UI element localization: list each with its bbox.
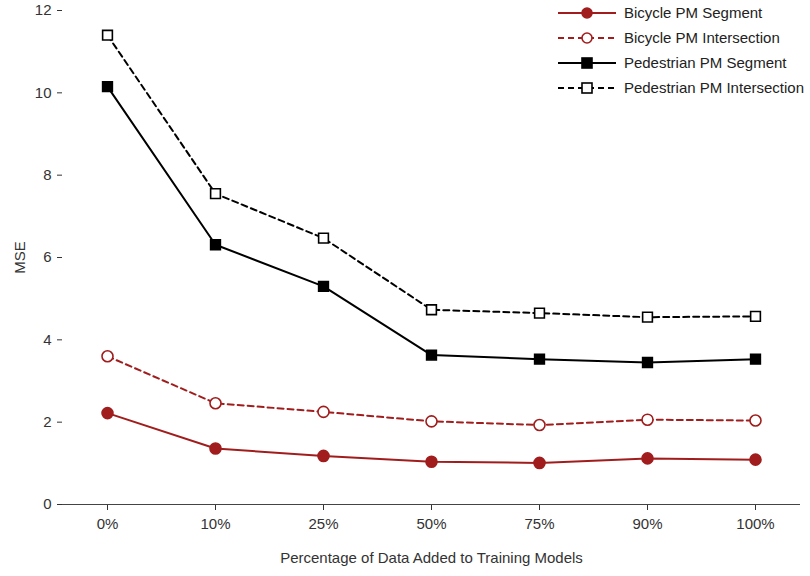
svg-text:MSE: MSE <box>11 241 28 274</box>
svg-text:4: 4 <box>43 331 51 348</box>
html-text:Pedestrian PM Intersection: Pedestrian PM Intersection <box>623 79 804 96</box>
svg-text:8: 8 <box>43 166 51 183</box>
html-text:Pedestrian PM Segment: Pedestrian PM Segment <box>623 54 787 71</box>
svg-text:10: 10 <box>35 84 52 101</box>
svg-text:0%: 0% <box>97 515 119 532</box>
svg-text:90%: 90% <box>632 515 662 532</box>
svg-text:12: 12 <box>35 1 52 18</box>
svg-text:0: 0 <box>43 495 51 512</box>
html-text:Bicycle PM Intersection: Bicycle PM Intersection <box>623 29 780 46</box>
svg-text:75%: 75% <box>524 515 554 532</box>
svg-text:100%: 100% <box>736 515 774 532</box>
svg-text:10%: 10% <box>200 515 230 532</box>
svg-text:50%: 50% <box>416 515 446 532</box>
svg-text:6: 6 <box>43 248 51 265</box>
svg-text:Percentage of Data Added to Tr: Percentage of Data Added to Training Mod… <box>280 549 583 566</box>
svg-text:2: 2 <box>43 413 51 430</box>
svg-text:25%: 25% <box>308 515 338 532</box>
html-text:Bicycle PM Segment: Bicycle PM Segment <box>623 4 763 21</box>
